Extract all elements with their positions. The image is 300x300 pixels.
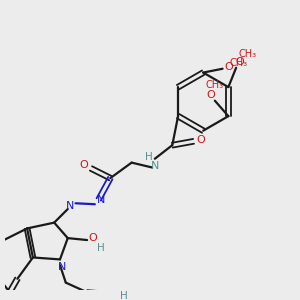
Text: O: O <box>236 57 244 67</box>
Text: N: N <box>151 160 159 170</box>
Text: N: N <box>58 262 66 272</box>
Text: N: N <box>65 201 74 211</box>
Text: O: O <box>224 62 233 72</box>
Text: H: H <box>120 291 128 300</box>
Text: H: H <box>97 243 104 253</box>
Text: O: O <box>196 135 205 146</box>
Text: H: H <box>145 152 153 162</box>
Text: O: O <box>88 233 97 243</box>
Text: CH₃: CH₃ <box>229 58 247 68</box>
Text: CH₃: CH₃ <box>239 49 257 59</box>
Text: O: O <box>207 90 215 100</box>
Text: N: N <box>97 195 105 206</box>
Text: CH₃: CH₃ <box>206 80 224 90</box>
Text: O: O <box>80 160 88 170</box>
